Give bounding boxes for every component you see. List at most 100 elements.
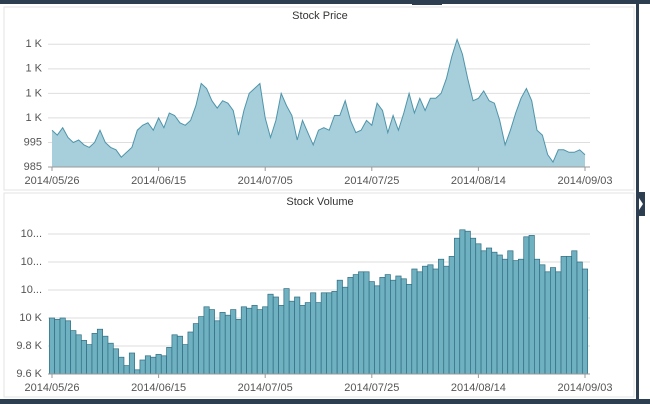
bar bbox=[187, 331, 194, 375]
bar bbox=[107, 342, 114, 375]
bar bbox=[155, 354, 162, 375]
bar bbox=[144, 355, 151, 375]
bar bbox=[192, 323, 199, 375]
y-tick-label: 10... bbox=[21, 228, 42, 240]
bar bbox=[491, 251, 498, 375]
y-tick-label: 10... bbox=[21, 256, 42, 268]
bar bbox=[139, 359, 146, 375]
bar bbox=[91, 333, 98, 375]
bar bbox=[75, 334, 82, 375]
bar bbox=[134, 369, 141, 375]
bar bbox=[267, 293, 274, 375]
bar bbox=[96, 328, 103, 375]
bar bbox=[432, 268, 439, 375]
x-tick-label: 2014/07/25 bbox=[344, 175, 399, 187]
bar bbox=[160, 355, 167, 375]
y-tick-label: 995 bbox=[24, 136, 42, 148]
panel-bottom bbox=[3, 192, 635, 398]
bar bbox=[576, 261, 583, 375]
bar bbox=[496, 254, 503, 375]
bar bbox=[443, 265, 450, 375]
bar bbox=[86, 344, 93, 375]
bar bbox=[176, 335, 183, 375]
top-tab[interactable] bbox=[412, 0, 442, 5]
x-tick-label: 2014/05/26 bbox=[24, 175, 79, 187]
bar bbox=[203, 306, 210, 375]
bar bbox=[480, 250, 487, 375]
x-tick-label: 2014/09/03 bbox=[557, 382, 612, 394]
x-tick-label: 2014/07/25 bbox=[344, 382, 399, 394]
bar bbox=[395, 275, 402, 375]
bar bbox=[219, 312, 226, 375]
y-tick-label: 10 K bbox=[19, 312, 42, 324]
bar bbox=[528, 235, 535, 375]
bar bbox=[352, 274, 359, 375]
bar bbox=[422, 265, 429, 375]
area-line bbox=[51, 37, 586, 164]
bar bbox=[336, 279, 343, 375]
bar bbox=[512, 260, 519, 375]
bar bbox=[438, 258, 445, 375]
x-tick-label: 2014/07/05 bbox=[238, 382, 293, 394]
x-tick-label: 2014/08/14 bbox=[451, 382, 506, 394]
bar bbox=[214, 320, 221, 375]
bar bbox=[310, 292, 317, 375]
bar bbox=[256, 309, 263, 375]
x-tick-label: 2014/05/26 bbox=[24, 382, 79, 394]
x-tick-label: 2014/08/14 bbox=[451, 175, 506, 187]
bar bbox=[464, 230, 471, 375]
bar bbox=[224, 314, 231, 375]
bar bbox=[507, 250, 514, 375]
bar bbox=[459, 229, 466, 375]
bar bbox=[240, 306, 247, 375]
bar bbox=[411, 268, 418, 375]
y-tick-label: 1 K bbox=[25, 87, 42, 99]
bar bbox=[288, 300, 295, 375]
bar bbox=[182, 344, 189, 375]
bar bbox=[331, 291, 338, 375]
bar bbox=[534, 258, 541, 375]
bar bbox=[486, 247, 493, 375]
bar bbox=[171, 334, 178, 375]
y-tick-label: 985 bbox=[24, 161, 42, 173]
bar bbox=[70, 330, 77, 375]
bar bbox=[294, 296, 301, 375]
bar bbox=[406, 284, 413, 375]
bar bbox=[539, 264, 546, 375]
bar bbox=[230, 309, 237, 375]
bar bbox=[544, 271, 551, 375]
bar bbox=[363, 271, 370, 375]
bar bbox=[166, 347, 173, 375]
bar bbox=[123, 365, 130, 375]
bar bbox=[400, 278, 407, 375]
bar bbox=[150, 356, 157, 375]
bar bbox=[368, 281, 375, 375]
x-tick-label: 2014/09/03 bbox=[557, 175, 612, 187]
area bbox=[52, 39, 585, 167]
bar bbox=[374, 285, 381, 375]
chart-title: Stock Price bbox=[292, 10, 348, 22]
bar bbox=[390, 279, 397, 375]
bar bbox=[347, 277, 354, 375]
bar bbox=[550, 267, 557, 375]
bar bbox=[470, 237, 477, 375]
y-tick-label: 9.8 K bbox=[16, 340, 42, 352]
bar bbox=[326, 292, 333, 375]
bar bbox=[304, 302, 311, 375]
bar bbox=[454, 237, 461, 375]
bar bbox=[416, 271, 423, 375]
bar bbox=[64, 320, 72, 375]
bar bbox=[379, 277, 386, 375]
bar bbox=[54, 319, 61, 375]
bar bbox=[523, 236, 530, 375]
bar bbox=[198, 316, 205, 375]
bar bbox=[251, 305, 258, 375]
x-tick-label: 2014/06/15 bbox=[131, 175, 186, 187]
bar bbox=[384, 274, 391, 375]
bar bbox=[128, 352, 135, 375]
bar bbox=[59, 317, 66, 375]
x-tick-label: 2014/07/05 bbox=[238, 175, 293, 187]
top-border bbox=[0, 0, 650, 4]
side-toggle-arrow bbox=[639, 198, 643, 210]
